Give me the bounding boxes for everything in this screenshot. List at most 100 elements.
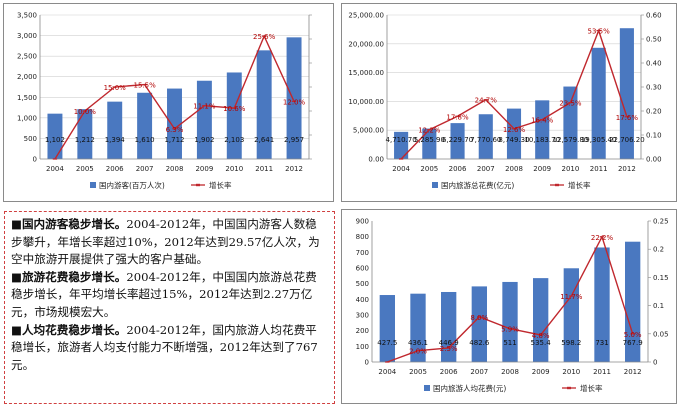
x-tick-label: 2007 xyxy=(477,165,495,173)
x-tick-label: 2007 xyxy=(470,368,488,376)
bar-value-label: 598.2 xyxy=(561,339,581,347)
summary-heading-3: ■人均花费稳步增长。 xyxy=(11,322,127,337)
y2-tick-label: 0.40 xyxy=(646,60,662,68)
x-tick-label: 2008 xyxy=(505,165,523,173)
bar xyxy=(286,37,302,159)
growth-rate-label: 17.8% xyxy=(446,113,469,121)
y2-tick-label: 0.25 xyxy=(653,218,669,226)
y-tick-label: 2,500 xyxy=(17,53,37,61)
growth-rate-label: 22.2% xyxy=(591,234,614,242)
tourist-count-chart: 0 500 1,000 1,500 2,000 2,500 3,000 3,500 2004 20… xyxy=(17,12,312,190)
y-tick-label: 5,000.00 xyxy=(353,127,384,135)
growth-rate-label: 23.5% xyxy=(559,100,582,108)
y2-tick-label: 0.30 xyxy=(646,84,662,92)
bar xyxy=(77,109,93,159)
bar xyxy=(535,100,550,159)
bar xyxy=(196,80,212,159)
growth-rate-label: 4.8% xyxy=(532,332,550,340)
bar xyxy=(625,241,641,362)
bar xyxy=(506,108,522,159)
bar-value-label: 19,305.40 xyxy=(581,136,617,144)
x-tick-label: 2011 xyxy=(590,165,608,173)
x-tick-label: 2012 xyxy=(618,165,636,173)
x-tick-label: 2009 xyxy=(195,165,213,173)
y2-tick-label: 0.00 xyxy=(646,156,662,164)
y2-tick-label: 0.05 xyxy=(653,330,669,338)
y-tick-label: 600 xyxy=(356,265,369,273)
y2-tick-label: 0.50 xyxy=(646,36,662,44)
bar-value-label: 2,103 xyxy=(224,136,244,144)
y-tick-label: 3,000 xyxy=(17,32,37,40)
growth-rate-label: 11.1% xyxy=(193,103,216,111)
bar xyxy=(563,86,578,159)
x-tick-label: 2011 xyxy=(255,165,273,173)
bar-value-label: 446.9 xyxy=(439,339,459,347)
per-capita-spending-chart-panel: 0 100 200 300 400 500 600 700 800 900 0 0.05 0.1 0.15… xyxy=(341,209,677,404)
bar-value-label: 1,102 xyxy=(45,136,65,144)
x-tick-label: 2012 xyxy=(624,368,642,376)
x-tick-label: 2004 xyxy=(46,165,64,173)
y-tick-label: 300 xyxy=(356,312,369,320)
growth-rate-label: 17.6% xyxy=(616,114,639,122)
y-tick-label: 1,000 xyxy=(17,114,37,122)
growth-rate-label: 5.9% xyxy=(501,326,519,334)
bar xyxy=(502,281,518,362)
growth-rate-label: 11.7% xyxy=(560,293,583,301)
bar-value-label: 2,957 xyxy=(284,136,304,144)
x-tick-label: 2008 xyxy=(166,165,184,173)
legend-line-label: 增长率 xyxy=(568,180,591,190)
bar-value-label: 511 xyxy=(503,339,516,347)
legend-bar-swatch xyxy=(424,385,430,391)
summary-paragraph-2: ■旅游花费稳步增长。2004-2012年，中国国内旅游总花费稳步增长，年平均增长… xyxy=(11,269,328,322)
bar xyxy=(591,47,606,159)
x-tick-label: 2006 xyxy=(106,165,124,173)
y2-tick-label: 0 xyxy=(653,359,657,367)
y-tick-label: 10,000.00 xyxy=(348,98,384,106)
bar-value-label: 2,641 xyxy=(254,136,274,144)
y-tick-label: 2,000 xyxy=(17,73,37,81)
bar-value-label: 8,749.30 xyxy=(498,136,529,144)
legend-bar-label: 国内旅游总花费(亿元) xyxy=(441,180,514,190)
legend-bar-swatch xyxy=(432,182,438,188)
bar xyxy=(137,92,153,159)
bar xyxy=(478,114,493,159)
y2-tick-label: 0.15 xyxy=(653,274,669,282)
bar-value-label: 6,229.70 xyxy=(442,136,473,144)
summary-text-1: 2004-2012年，中国国内游客人数稳步攀升，年增长率超过10%，2012年达… xyxy=(11,217,320,267)
summary-text-3: 2004-2012年，国内旅游人均花费平稳增长，旅游者人均支付能力不断增强，20… xyxy=(11,322,318,372)
y-tick-label: 400 xyxy=(356,296,369,304)
x-tick-label: 2010 xyxy=(562,368,580,376)
summary-text-2: 2004-2012年，中国国内旅游总花费稳步增长，年平均增长率超过15%，201… xyxy=(11,269,317,319)
bar-value-label: 1,712 xyxy=(164,136,184,144)
growth-rate-label: 6.3% xyxy=(166,126,184,134)
growth-rate-label: 15.0% xyxy=(104,84,127,92)
summary-paragraph-3: ■人均花费稳步增长。2004-2012年，国内旅游人均花费平稳增长，旅游者人均支… xyxy=(11,322,328,375)
growth-rate-label: 8.0% xyxy=(470,314,488,322)
bar-value-label: 7,770.60 xyxy=(470,136,501,144)
x-tick-label: 2004 xyxy=(378,368,396,376)
bar xyxy=(256,50,272,159)
bar xyxy=(422,128,437,159)
growth-rate-label: 25.6% xyxy=(253,33,276,41)
bar xyxy=(167,88,182,159)
growth-rate-label: 15.5% xyxy=(133,82,156,90)
bar xyxy=(379,295,395,362)
x-tick-label: 2012 xyxy=(285,165,303,173)
y-tick-label: 25,000.00 xyxy=(348,12,384,20)
bar xyxy=(410,293,426,362)
y-tick-label: 700 xyxy=(356,249,369,257)
bar xyxy=(226,72,242,159)
y-tick-label: 1,500 xyxy=(17,94,37,102)
bar-value-label: 4,710.70 xyxy=(386,136,417,144)
x-tick-label: 2005 xyxy=(76,165,94,173)
y2-tick-label: 0.60 xyxy=(646,12,662,20)
growth-rate-label: 53.5% xyxy=(588,28,611,36)
growth-rate-label: 12.0% xyxy=(283,98,306,106)
bar-value-label: 482.6 xyxy=(469,339,490,347)
bar-value-label: 427.5 xyxy=(377,339,397,347)
y-tick-label: 200 xyxy=(356,327,369,335)
summary-heading-1: ■国内游客稳步增长。 xyxy=(11,217,127,231)
tourism-spending-chart: 0.00 5,000.00 10,000.00 15,000.00 20,000.00 2… xyxy=(348,12,662,191)
per-capita-spending-chart: 0 100 200 300 400 500 600 700 800 900 0 0.05 0.1 0.15… xyxy=(356,218,669,394)
y-tick-label: 800 xyxy=(356,233,369,241)
